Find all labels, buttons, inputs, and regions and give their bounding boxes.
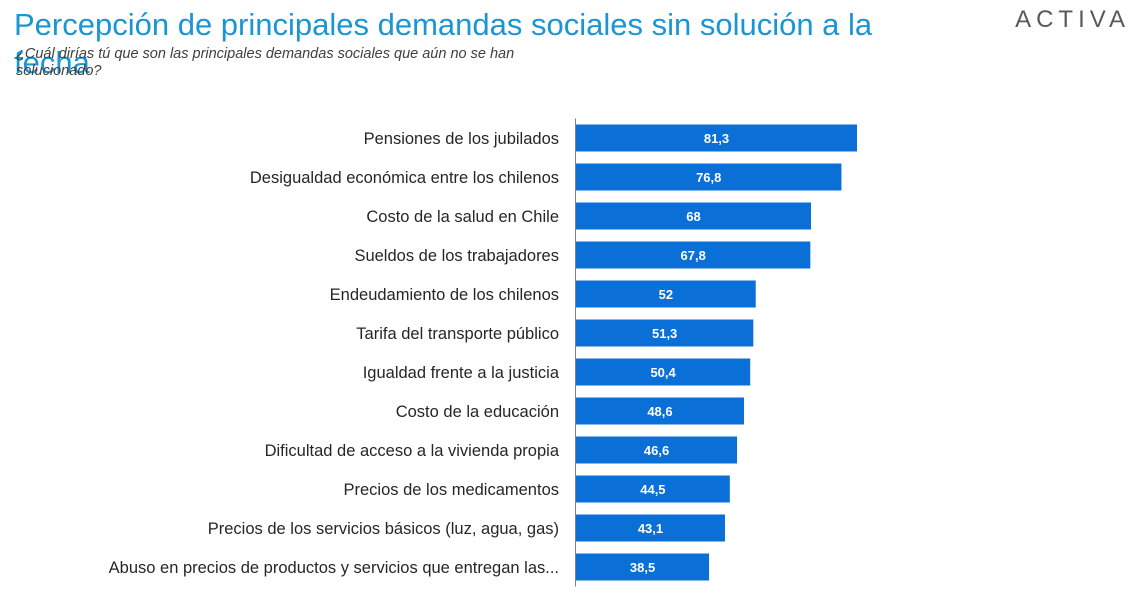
category-label: Costo de la salud en Chile bbox=[366, 208, 559, 226]
bar-value-label: 48,6 bbox=[647, 404, 672, 419]
category-label: Pensiones de los jubilados bbox=[364, 130, 559, 148]
bar-6 bbox=[576, 319, 754, 347]
category-label: Desigualdad económica entre los chilenos bbox=[250, 169, 559, 187]
bar-7 bbox=[576, 358, 751, 386]
category-label: Sueldos de los trabajadores bbox=[354, 247, 559, 265]
bar-12 bbox=[576, 553, 710, 581]
bar-value-label: 67,8 bbox=[681, 248, 706, 263]
bar-5 bbox=[576, 280, 756, 308]
category-label: Abuso en precios de productos y servicio… bbox=[109, 559, 559, 577]
bar-9 bbox=[576, 436, 738, 464]
bar-value-label: 68 bbox=[686, 209, 700, 224]
bar-value-label: 46,6 bbox=[644, 443, 669, 458]
category-label: Tarifa del transporte público bbox=[356, 325, 559, 343]
bar-value-label: 44,5 bbox=[640, 482, 665, 497]
bars-group: 81,3 76,8 68 67,8 52 51,3 50,4 48,6 46,6 44,5 43,1… bbox=[576, 124, 857, 581]
bar-value-label: 38,5 bbox=[630, 560, 655, 575]
category-label: Dificultad de acceso a la vivienda propi… bbox=[265, 442, 560, 460]
bar-10 bbox=[576, 475, 730, 503]
activa-logo: ACTIVA bbox=[1015, 6, 1130, 33]
bar-4 bbox=[576, 241, 811, 269]
bar-11 bbox=[576, 514, 725, 542]
bar-value-label: 76,8 bbox=[696, 170, 721, 185]
category-labels-group: Pensiones de los jubilados Desigualdad ec… bbox=[109, 130, 560, 577]
category-label: Precios de los medicamentos bbox=[343, 481, 559, 499]
category-label: Igualdad frente a la justicia bbox=[363, 364, 560, 382]
bar-value-label: 50,4 bbox=[650, 365, 676, 380]
category-label: Precios de los servicios básicos (luz, a… bbox=[208, 520, 559, 538]
category-label: Endeudamiento de los chilenos bbox=[330, 286, 559, 304]
bar-value-label: 81,3 bbox=[704, 131, 729, 146]
bar-value-label: 43,1 bbox=[638, 521, 663, 536]
bar-3 bbox=[576, 202, 812, 230]
bar-2 bbox=[576, 163, 842, 191]
bar-value-label: 51,3 bbox=[652, 326, 677, 341]
chart-subtitle: ¿Cuál dirías tú que son las principales … bbox=[16, 46, 515, 79]
bar-8 bbox=[576, 397, 744, 425]
chart-title: Percepción de principales demandas socia… bbox=[14, 7, 873, 80]
category-label: Costo de la educación bbox=[396, 403, 559, 421]
bar-1 bbox=[576, 124, 857, 152]
bar-value-label: 52 bbox=[659, 287, 673, 302]
